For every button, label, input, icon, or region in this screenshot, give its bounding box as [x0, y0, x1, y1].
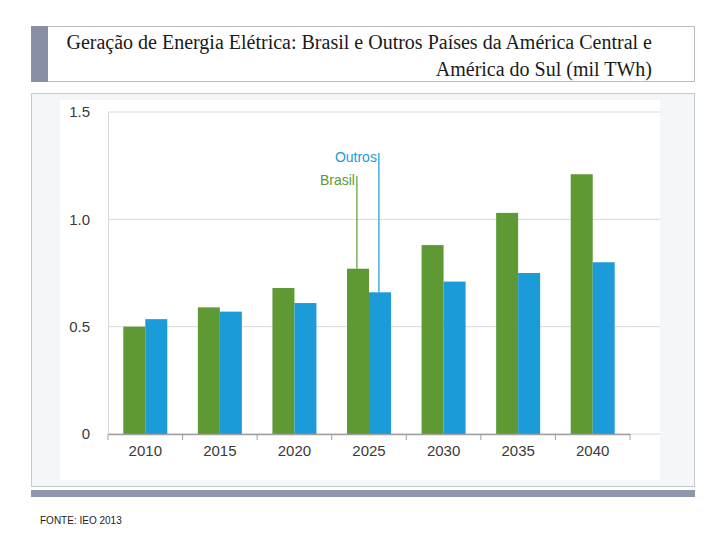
y-axis: 0 0.5 1.0 1.5	[69, 103, 108, 442]
bar	[123, 327, 145, 434]
category-separator	[331, 434, 332, 440]
grid-line	[108, 112, 660, 113]
category-separator	[555, 434, 556, 440]
x-tick: 2035	[501, 442, 534, 459]
x-tick-label: 2030	[427, 442, 460, 459]
bar	[518, 273, 540, 434]
category-separator	[480, 434, 481, 440]
x-tick: 2015	[203, 442, 236, 459]
bar	[422, 245, 444, 434]
y-tick-label: 0.5	[69, 318, 90, 335]
bar	[496, 213, 518, 434]
x-tick-label: 2015	[203, 442, 236, 459]
category-separator	[406, 434, 407, 440]
y-tick: 0.5	[69, 318, 108, 335]
bar	[444, 282, 466, 434]
x-tick-label: 2010	[129, 442, 162, 459]
grid	[108, 112, 660, 434]
chart-canvas: 0 0.5 1.0 1.5 2010 2015 2020 2025 2030 2035 2040 Ou…	[0, 0, 720, 540]
bar	[593, 262, 615, 434]
x-tick-label: 2020	[278, 442, 311, 459]
bar	[294, 303, 316, 434]
leader-line	[378, 153, 379, 292]
bar	[347, 269, 369, 434]
x-tick-label: 2035	[501, 442, 534, 459]
category-separator	[108, 434, 109, 440]
y-axis-line	[108, 113, 109, 435]
x-axis: 2010 2015 2020 2025 2030 2035 2040	[108, 434, 631, 459]
y-tick: 0	[82, 425, 108, 442]
x-tick: 2010	[129, 442, 162, 459]
x-tick: 2020	[278, 442, 311, 459]
bar	[272, 288, 294, 434]
y-tick-label: 1.5	[69, 103, 90, 120]
x-axis-line	[109, 434, 631, 436]
chart-panel	[32, 94, 695, 487]
footer-bar	[31, 490, 695, 497]
leader-line	[356, 176, 357, 269]
bar	[198, 307, 220, 434]
y-tick: 1.0	[69, 211, 108, 228]
x-tick-label: 2040	[576, 442, 609, 459]
bars	[123, 174, 614, 434]
series-label: Brasil	[320, 172, 355, 188]
series-labels: Outros Brasil	[320, 149, 379, 292]
chart-area	[60, 100, 660, 480]
chart-title: Geração de Energia Elétrica: Brasil e Ou…	[50, 29, 652, 83]
bar	[145, 319, 167, 434]
category-separator	[182, 434, 183, 440]
y-tick-label: 0	[82, 425, 90, 442]
title-accent	[31, 26, 48, 82]
bar	[369, 292, 391, 434]
y-tick-label: 1.0	[69, 211, 90, 228]
source-note: FONTE: IEO 2013	[40, 515, 122, 526]
category-separator	[257, 434, 258, 440]
x-tick-label: 2025	[352, 442, 385, 459]
x-tick: 2040	[576, 442, 609, 459]
y-tick: 1.5	[69, 103, 108, 120]
bar	[571, 174, 593, 434]
x-tick: 2025	[352, 442, 385, 459]
bar	[220, 312, 242, 434]
series-label: Outros	[335, 149, 377, 165]
category-separator	[630, 434, 631, 440]
x-tick: 2030	[427, 442, 460, 459]
